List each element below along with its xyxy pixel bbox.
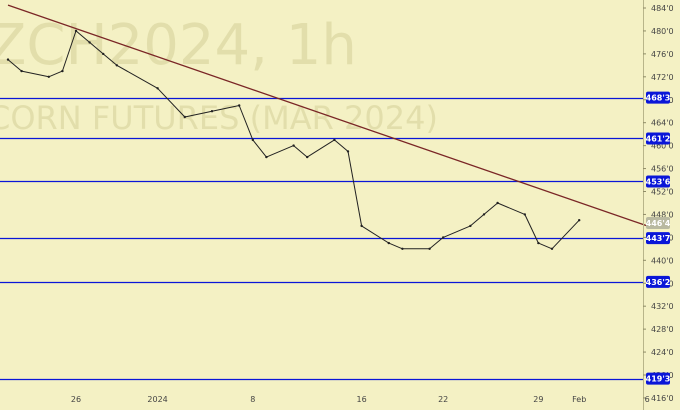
price-tick-label: 472'0: [651, 73, 674, 82]
price-axis: 484'0480'0476'0472'0468'0464'0460'0456'0…: [643, 0, 674, 410]
price-point: [20, 69, 23, 73]
date-tick-label: 29: [533, 395, 543, 404]
price-tick-label: 480'0: [651, 27, 674, 36]
price-point: [523, 213, 526, 216]
price-point: [496, 201, 499, 205]
watermark-contract: CORN FUTURES (MAR 2024): [0, 99, 438, 137]
date-tick-label: Feb: [572, 395, 586, 404]
date-tick-label: 26: [71, 395, 81, 404]
price-point: [61, 69, 64, 73]
date-tick-label: 6: [645, 395, 650, 404]
level-price-tag: 443'7: [646, 234, 671, 243]
price-tick-label: 428'0: [651, 325, 674, 334]
price-tags: 468'3 461'2 453'6 443'7 436'2 419'3 446'4: [646, 91, 671, 385]
price-series-layer: [6, 29, 581, 250]
price-point: [88, 41, 91, 44]
price-point: [537, 241, 540, 245]
price-point: [346, 150, 350, 153]
price-tick-label: 476'0: [651, 50, 674, 59]
price-point: [469, 224, 472, 228]
price-tick-label: 424'0: [651, 348, 674, 357]
level-price-tag-bg: [646, 275, 670, 288]
watermark-symbol: ZCH2024, 1h: [0, 13, 357, 78]
price-point: [482, 213, 486, 216]
level-price-tag-bg: [646, 232, 670, 245]
price-point: [238, 104, 241, 107]
price-point: [74, 29, 78, 33]
price-point: [360, 224, 363, 228]
watermark: ZCH2024, 1h CORN FUTURES (MAR 2024): [0, 13, 438, 137]
price-point: [578, 219, 581, 222]
current-price-tag-bg: [646, 217, 670, 230]
price-point: [401, 247, 404, 250]
price-tick-label: 484'0: [651, 4, 674, 13]
price-point: [156, 87, 159, 90]
price-point: [210, 110, 214, 113]
level-price-tag: 453'6: [646, 177, 671, 186]
price-tick-label: 464'0: [651, 119, 674, 128]
price-point: [428, 247, 431, 250]
price-tick-label: 452'0: [651, 188, 674, 197]
level-price-tag-bg: [646, 91, 670, 104]
level-price-tag-bg: [646, 175, 670, 188]
level-price-tag: 461'2: [646, 134, 671, 143]
price-tick-label: 432'0: [651, 302, 674, 311]
price-tick-label: 456'0: [651, 165, 674, 174]
date-tick-label: 8: [250, 395, 255, 404]
price-point: [550, 247, 554, 250]
level-price-tag: 468'3: [646, 94, 671, 103]
price-tick-label: 416'0: [651, 394, 674, 403]
price-point: [265, 155, 268, 159]
level-price-tag-bg: [646, 132, 670, 145]
support-resistance-levels: [0, 97, 643, 381]
price-point: [183, 115, 186, 119]
price-point: [6, 58, 10, 61]
price-tick-label: 460'0: [651, 142, 674, 151]
date-tick-label: 2024: [147, 395, 167, 404]
price-point: [333, 138, 336, 142]
current-price-tag: 446'4: [646, 219, 671, 228]
date-axis: 26 2024 8 16 22 29 Feb 6: [71, 395, 650, 404]
price-point: [442, 236, 445, 239]
price-tick-label: 440'0: [651, 256, 674, 265]
price-point: [292, 144, 295, 147]
price-line: [7, 30, 580, 250]
price-point: [387, 241, 390, 245]
price-point: [102, 52, 105, 56]
level-price-tag: 419'3: [646, 375, 671, 384]
level-price-tag-bg: [646, 372, 670, 385]
date-tick-label: 22: [438, 395, 448, 404]
level-price-tag: 436'2: [646, 278, 671, 287]
trendline: [7, 4, 648, 227]
price-point: [47, 75, 50, 79]
price-point: [306, 155, 309, 159]
price-point: [115, 64, 119, 67]
date-tick-label: 16: [357, 395, 367, 404]
trendline-layer: [7, 4, 648, 227]
price-tick-label: 448'0: [651, 210, 674, 219]
price-point: [251, 138, 254, 142]
